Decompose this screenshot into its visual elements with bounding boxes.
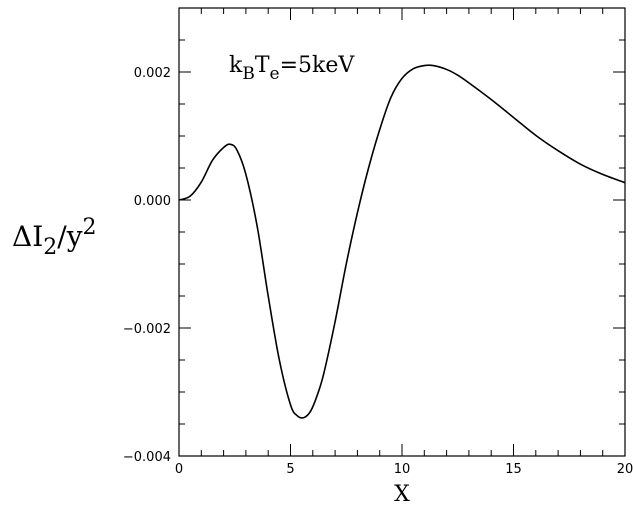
- temperature-annotation: kBTe=5keV: [229, 53, 355, 84]
- data-curve: [178, 64, 626, 419]
- y-axis-label-slash: /y: [57, 220, 82, 253]
- x-tick-label: 15: [505, 462, 522, 477]
- y-tick-label: −0.002: [123, 322, 171, 337]
- y-tick-label: −0.004: [123, 450, 171, 465]
- y-tick-label: 0.000: [134, 194, 171, 209]
- annotation-sub-b: B: [242, 64, 255, 84]
- tick-labels: 0 5 10 15 20 −0.004 −0.002 0.000 0.002: [123, 66, 633, 477]
- y-tick-label: 0.002: [134, 66, 171, 81]
- x-tick-label: 10: [394, 462, 411, 477]
- y-axis-label-main: ΔI: [12, 220, 43, 253]
- annotation-sub-e: e: [270, 64, 280, 84]
- y-axis-label: ΔI2/y2: [12, 215, 97, 260]
- x-tick-label: 5: [286, 462, 294, 477]
- annotation-t: T: [255, 53, 270, 78]
- ticks: [178, 7, 626, 457]
- y-axis-label-sup: 2: [83, 215, 97, 240]
- x-axis-label: X: [394, 482, 410, 507]
- x-tick-label: 0: [175, 462, 183, 477]
- y-axis-label-sub: 2: [43, 235, 57, 260]
- annotation-k: k: [229, 53, 243, 78]
- annotation-rest: =5keV: [280, 53, 356, 78]
- x-tick-label: 20: [617, 462, 633, 477]
